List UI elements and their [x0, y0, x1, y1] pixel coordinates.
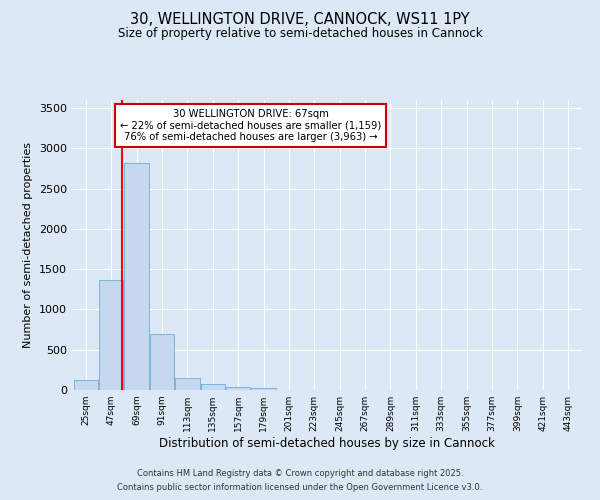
Bar	[74, 380, 98, 390]
Bar	[124, 163, 149, 390]
Bar	[175, 378, 200, 390]
Text: Contains public sector information licensed under the Open Government Licence v3: Contains public sector information licen…	[118, 484, 482, 492]
Bar	[200, 384, 225, 390]
Y-axis label: Number of semi-detached properties: Number of semi-detached properties	[23, 142, 34, 348]
Text: Size of property relative to semi-detached houses in Cannock: Size of property relative to semi-detach…	[118, 28, 482, 40]
Text: 30 WELLINGTON DRIVE: 67sqm
← 22% of semi-detached houses are smaller (1,159)
76%: 30 WELLINGTON DRIVE: 67sqm ← 22% of semi…	[120, 108, 381, 142]
Bar	[150, 334, 174, 390]
X-axis label: Distribution of semi-detached houses by size in Cannock: Distribution of semi-detached houses by …	[159, 437, 495, 450]
Text: Contains HM Land Registry data © Crown copyright and database right 2025.: Contains HM Land Registry data © Crown c…	[137, 468, 463, 477]
Bar	[99, 280, 124, 390]
Bar	[251, 388, 276, 390]
Text: 30, WELLINGTON DRIVE, CANNOCK, WS11 1PY: 30, WELLINGTON DRIVE, CANNOCK, WS11 1PY	[130, 12, 470, 28]
Bar	[226, 387, 250, 390]
